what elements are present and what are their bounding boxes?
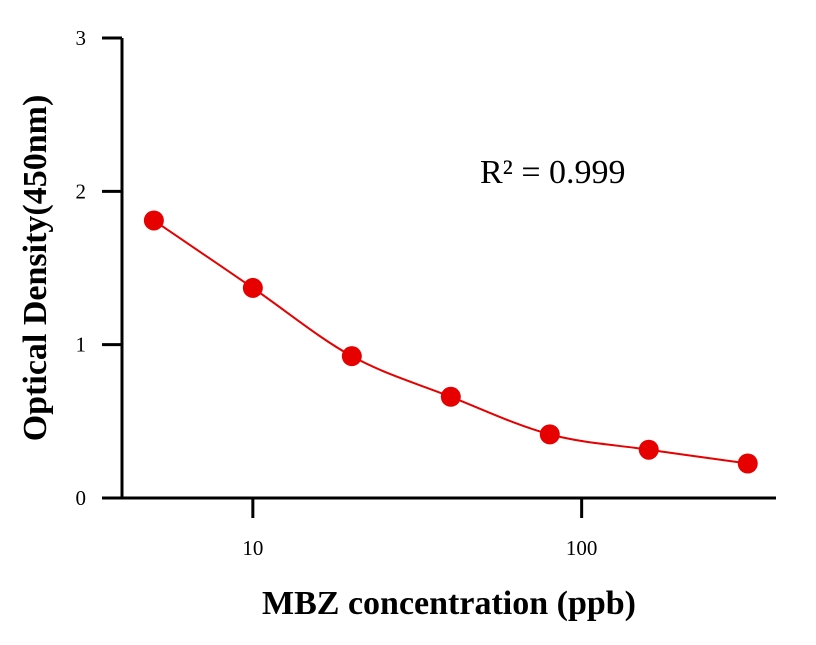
y-tick-label: 1 xyxy=(76,333,87,357)
data-point xyxy=(638,439,659,460)
fit-curve xyxy=(153,219,748,465)
data-marks xyxy=(143,210,758,474)
data-point xyxy=(242,277,263,298)
data-point xyxy=(539,424,560,445)
y-tick-label: 2 xyxy=(76,179,87,203)
data-point xyxy=(341,346,362,367)
axes xyxy=(102,38,776,500)
y-tick-label: 0 xyxy=(76,486,87,510)
ticks: 0 1 2 3 10 100 xyxy=(76,26,598,560)
annotation-r-squared: R² = 0.999 xyxy=(480,154,626,191)
x-tick-label: 100 xyxy=(566,536,598,560)
y-axis-label: Optical Density(450nm) xyxy=(17,95,54,442)
data-point xyxy=(440,386,461,407)
data-point xyxy=(737,453,758,474)
x-axis-label: MBZ concentration (ppb) xyxy=(262,585,636,622)
data-point xyxy=(143,210,164,231)
y-tick-label: 3 xyxy=(76,26,87,50)
x-tick-label: 10 xyxy=(242,536,263,560)
